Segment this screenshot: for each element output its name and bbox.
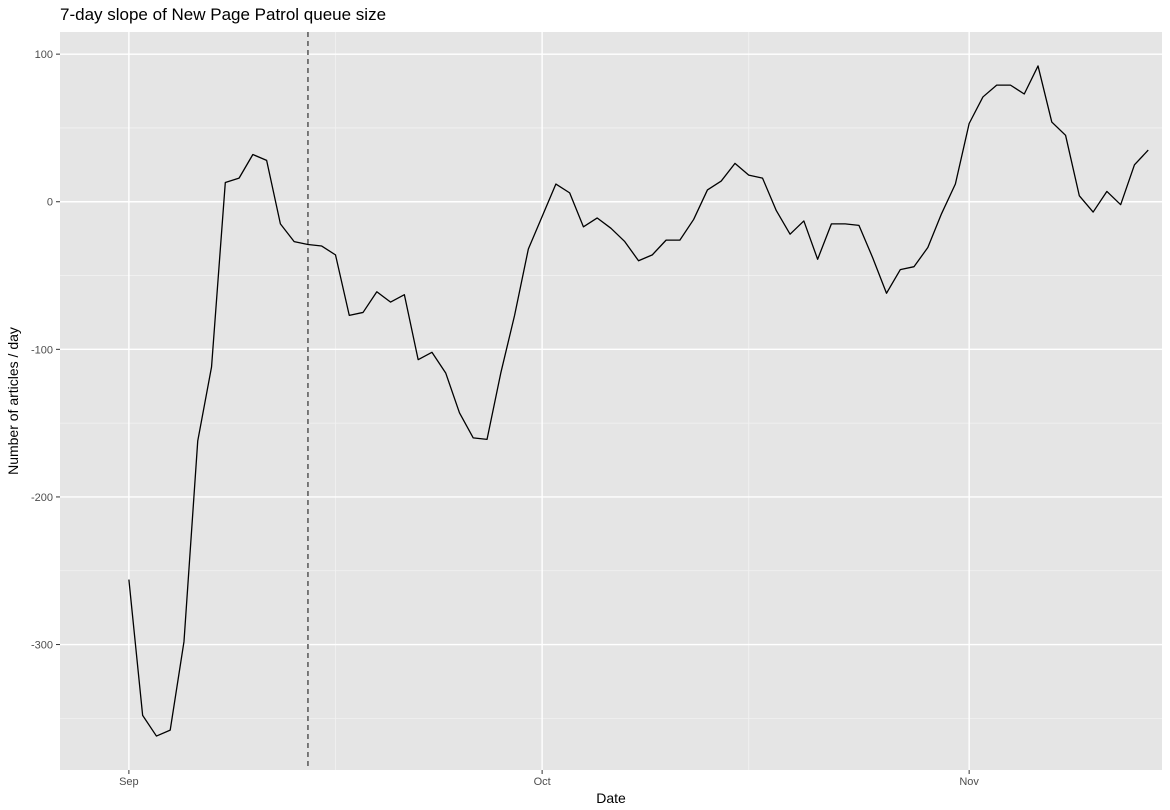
y-axis: 100 0 -100 -200 -300	[31, 49, 60, 652]
series-line	[128, 65, 1149, 737]
x-tick-label: Sep	[119, 776, 139, 788]
minor-gridlines	[60, 32, 1162, 770]
y-tick-label: 100	[35, 49, 53, 61]
x-tick-label: Nov	[959, 776, 979, 788]
y-axis-title: Number of articles / day	[5, 327, 21, 475]
plot-panel	[60, 32, 1162, 770]
chart-title: 7-day slope of New Page Patrol queue siz…	[60, 5, 386, 24]
major-gridlines	[60, 32, 1162, 770]
y-tick-label: -200	[31, 492, 53, 504]
y-tick-label: 0	[47, 197, 53, 209]
x-axis: Sep Oct Nov	[119, 770, 979, 788]
x-tick-label: Oct	[534, 776, 551, 788]
y-tick-label: -300	[31, 640, 53, 652]
y-tick-label: -100	[31, 344, 53, 356]
x-axis-title: Date	[596, 790, 626, 806]
